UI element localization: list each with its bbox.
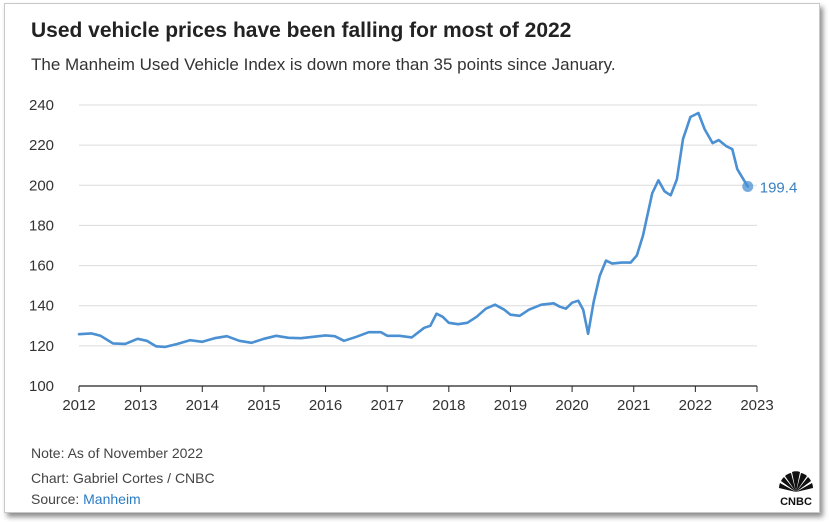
y-tick-label: 100 [29,378,54,395]
source-line: Source: Manheim [31,491,141,507]
note-text: Note: As of November 2022 [31,445,203,461]
x-tick-label: 2018 [432,397,465,414]
chart-card: Used vehicle prices have been falling fo… [4,3,820,513]
line-chart: 100 120 140 160 180 200 220 240 2012 2013 2014 2015… [29,97,798,414]
peacock-icon [778,471,814,492]
source-prefix: Source: [31,491,84,507]
x-tick-label: 2023 [740,397,773,414]
x-tick-label: 2019 [494,397,527,414]
y-tick-label: 120 [29,338,54,355]
end-value-label: 199.4 [760,179,798,196]
credit-text: Chart: Gabriel Cortes / CNBC [31,470,215,486]
x-tick-label: 2015 [247,397,280,414]
y-tick-label: 160 [29,258,54,275]
y-tick-label: 180 [29,217,54,234]
x-tick-label: 2022 [679,397,712,414]
x-tick-label: 2020 [555,397,588,414]
x-tick-label: 2021 [617,397,650,414]
cnbc-logo: CNBC [778,471,814,508]
series-line [77,111,750,349]
y-tick-label: 140 [29,298,54,315]
end-point-marker [742,180,754,192]
y-tick-label: 200 [29,177,54,194]
x-tick-label: 2013 [124,397,157,414]
x-tick-label: 2016 [309,397,342,414]
chart-subtitle: The Manheim Used Vehicle Index is down m… [31,55,616,74]
logo-text: CNBC [780,496,812,508]
x-tick-label: 2017 [370,397,403,414]
source-link[interactable]: Manheim [83,491,141,507]
x-tick-label: 2014 [186,397,219,414]
x-tick-label: 2012 [62,397,95,414]
chart-title: Used vehicle prices have been falling fo… [31,19,572,42]
y-tick-label: 220 [29,137,54,154]
y-tick-label: 240 [29,97,54,114]
